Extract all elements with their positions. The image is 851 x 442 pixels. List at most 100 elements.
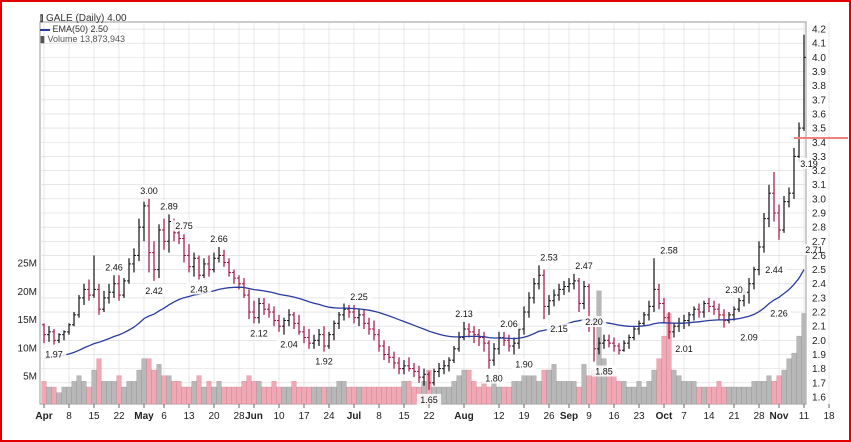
date-tick-label: 22 — [113, 411, 125, 422]
ohlc-bar — [227, 258, 231, 277]
ohlc-bar — [277, 314, 281, 332]
volume-bar — [366, 386, 372, 405]
ohlc-bar — [222, 249, 226, 267]
date-tick-label: 28 — [233, 411, 245, 422]
volume-bar — [46, 386, 52, 405]
ohlc-bar — [607, 334, 611, 348]
ohlc-bar — [372, 320, 376, 341]
price-annotation: 2.09 — [740, 333, 758, 343]
volume-bar — [546, 369, 552, 405]
ohlc-bar — [52, 329, 56, 345]
volume-bar — [196, 375, 202, 405]
price-tick-label: 2.9 — [812, 209, 826, 220]
volume-bar — [271, 381, 277, 405]
price-tick-label: 2.2 — [812, 308, 826, 319]
ohlc-bar — [582, 280, 586, 310]
volume-bar — [791, 352, 797, 405]
volume-bar — [76, 375, 82, 405]
ohlc-bar — [772, 171, 776, 222]
ohlc-bar — [142, 201, 146, 242]
volume-bar — [496, 386, 502, 405]
legend-ema-text: EMA(50) 2.50 — [52, 24, 109, 34]
volume-bar — [566, 381, 572, 405]
annotation-bg — [801, 243, 827, 255]
date-tick-label: 15 — [88, 411, 100, 422]
ohlc-bar — [787, 187, 791, 208]
ohlc-bar — [232, 269, 236, 284]
price-tick-label: 1.8 — [812, 364, 826, 375]
ohlc-bar — [532, 278, 536, 304]
ohlc-bar — [527, 292, 531, 318]
volume-bar — [771, 381, 777, 405]
volume-bar — [466, 369, 472, 405]
price-tick-label: 2.1 — [812, 322, 826, 333]
ohlc-bar — [667, 312, 671, 339]
ohlc-bar — [72, 312, 76, 327]
price-annotation: 2.13 — [455, 309, 473, 319]
volume-axis: 5M 10M 15M 20M 25M — [18, 259, 37, 383]
volume-bar — [376, 386, 382, 405]
ohlc-bar — [422, 368, 426, 386]
ohlc-bar — [757, 241, 761, 276]
price-annotation: 1.65 — [420, 395, 438, 405]
ohlc-bar — [477, 329, 481, 346]
volume-bar — [776, 375, 782, 405]
annotation-bg — [276, 338, 302, 350]
volume-tick-label: 20M — [18, 287, 37, 298]
ohlc-bar — [57, 333, 61, 344]
price-annotation: 1.85 — [595, 367, 613, 377]
volume-bar — [281, 386, 287, 405]
date-tick-label: 26 — [543, 411, 555, 422]
volume-bar — [556, 381, 562, 405]
volume-bar — [461, 369, 467, 405]
ohlc-bar — [202, 258, 206, 279]
volume-bar — [571, 381, 577, 405]
ohlc-bar — [552, 289, 556, 307]
price-annotation: 2.15 — [550, 324, 568, 334]
annotation-bg — [511, 358, 537, 370]
ohlc-icon: ⫾ — [40, 13, 44, 24]
ohlc-bar — [147, 198, 151, 273]
ohlc-bar — [692, 306, 696, 321]
volume-bar — [576, 386, 582, 405]
volume-bar — [686, 381, 692, 405]
ohlc-bar — [117, 275, 121, 301]
volume-bar — [446, 386, 452, 405]
volume-bar — [716, 381, 722, 405]
volume-bar — [166, 375, 172, 405]
ohlc-bar — [802, 34, 806, 131]
ohlc-bar — [217, 246, 221, 263]
volume-bar — [256, 381, 262, 405]
price-bars — [42, 34, 806, 390]
volume-bar — [276, 386, 282, 405]
ohlc-bar — [417, 365, 421, 383]
volume-bar — [511, 381, 517, 405]
ohlc-bar — [367, 317, 371, 335]
volume-bar — [71, 381, 77, 405]
ohlc-bar — [612, 337, 616, 352]
ohlc-bar — [267, 303, 271, 318]
price-annotations: 1.97 2.46 3.00 2.42 2.89 2.75 2.43 2.66 2.12 2.04… — [41, 157, 827, 405]
annotation-bg — [416, 393, 442, 405]
volume-bar — [216, 381, 222, 405]
ohlc-bar — [782, 196, 786, 233]
volume-bar — [96, 358, 102, 405]
ohlc-bar — [547, 295, 551, 315]
ohlc-bar — [637, 320, 641, 335]
volume-bar — [746, 386, 752, 405]
volume-bar — [401, 381, 407, 405]
volume-bar — [646, 381, 652, 405]
volume-bar — [106, 381, 112, 405]
volume-bar — [61, 386, 67, 405]
ohlc-bar — [507, 334, 511, 352]
legend-volume-text: Volume 13,873,943 — [47, 34, 126, 44]
date-tick-label: 11 — [799, 411, 810, 422]
ohlc-bar — [337, 312, 341, 330]
volume-bar — [486, 386, 492, 405]
ohlc-bar — [327, 331, 331, 349]
volume-bar — [701, 386, 707, 405]
price-annotation: 2.30 — [725, 285, 743, 295]
date-axis: Apr 8 15 22 May 6 13 20 28 Jun 10 17 24 Jul 8 15 22 Aug 12… — [35, 404, 835, 422]
price-tick-label: 3.5 — [812, 124, 826, 135]
date-tick-label: 18 — [823, 411, 835, 422]
